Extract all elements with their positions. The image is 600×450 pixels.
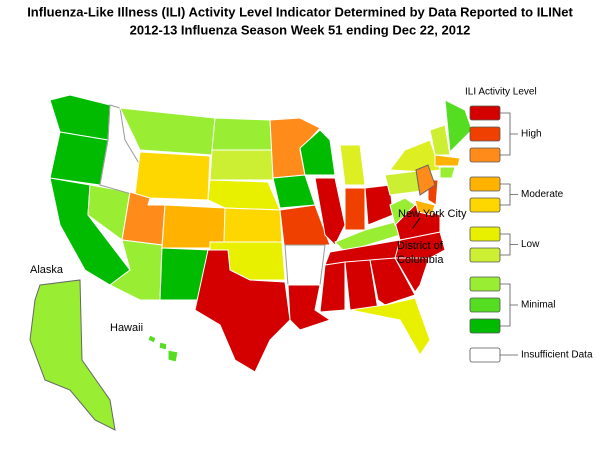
legend-swatch [469,176,501,192]
legend-bracket [500,112,518,156]
legend-swatch [469,226,501,242]
legend-label: High [521,129,542,140]
legend-swatch [469,197,501,213]
map-label: Hawaii [110,322,143,334]
legend-swatch [469,105,501,121]
us-map [29,94,473,431]
legend-swatch [469,297,501,313]
legend-swatch [469,347,501,363]
legend-title: ILI Activity Level [465,87,537,98]
legend-label: Insufficient Data [521,350,593,361]
map-label: Columbia [397,254,444,266]
dc-pointer [412,217,421,229]
title-line: 2012-13 Influenza Season Week 51 ending … [130,22,471,37]
legend-swatch [469,126,501,142]
title-line: Influenza-Like Illness (ILI) Activity Le… [27,4,573,19]
legend-bracket [500,233,518,256]
legend-bracket [500,183,518,206]
legend-label: Minimal [521,300,555,311]
legend-swatch [469,276,501,292]
legend-label: Low [521,239,540,250]
legend-label: Moderate [521,189,564,200]
map-label: District of [397,240,444,252]
map-label: Alaska [30,264,64,276]
legend-swatch [469,318,501,334]
legend-swatch [469,247,501,263]
map-label: New York City [398,208,467,220]
legend-bracket [500,283,518,327]
legend-swatch [469,147,501,163]
